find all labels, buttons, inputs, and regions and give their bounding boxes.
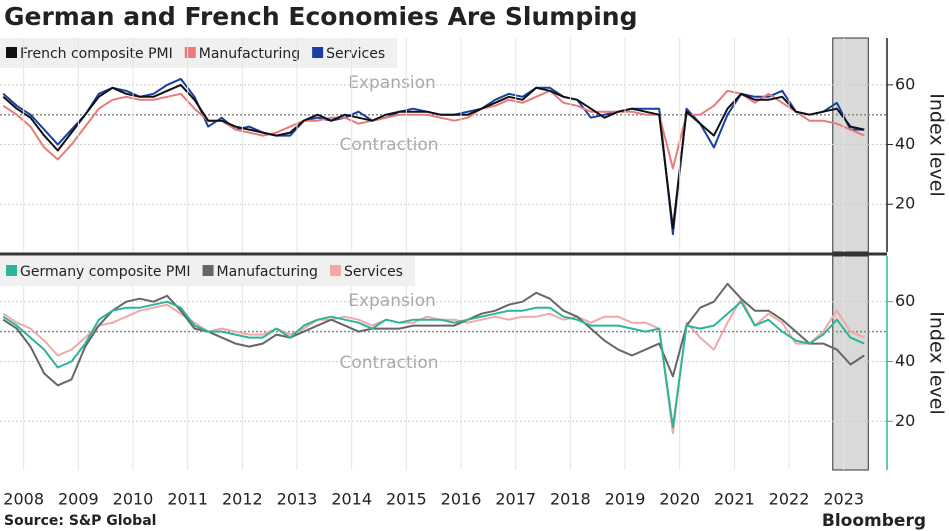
y-axis-label: Index level [926, 311, 948, 415]
legend-background [0, 38, 398, 68]
y-tick-label: 20 [895, 194, 915, 213]
x-tick-label: 2014 [331, 490, 372, 509]
legend-label: Manufacturing [217, 264, 318, 280]
series-line [2, 282, 865, 387]
x-tick-label: 2013 [277, 490, 318, 509]
shaded-region [832, 255, 869, 471]
x-tick-label: 2011 [167, 490, 208, 509]
legend-swatch [184, 47, 196, 58]
source: Source: S&P Global [4, 513, 156, 529]
annotation: Contraction [339, 135, 438, 155]
legend-label: Germany composite PMI [20, 264, 191, 280]
legend-label: Services [344, 264, 403, 280]
legend-swatch [202, 265, 214, 276]
x-tick-label: 2022 [769, 490, 810, 509]
x-tick-label: 2023 [823, 490, 864, 509]
series-line [2, 89, 865, 170]
x-tick-label: 2018 [550, 490, 591, 509]
x-tick-label: 2016 [441, 490, 482, 509]
y-tick-label: 20 [895, 411, 915, 430]
legend-swatch [6, 265, 17, 276]
x-tick-label: 2015 [386, 490, 427, 509]
y-axis-label: Index level [926, 93, 948, 197]
panel: 20 40 60 Expansion Contraction Index level [0, 37, 948, 253]
x-tick-label: 2008 [3, 490, 44, 509]
legend-label: French composite PMI [20, 46, 173, 62]
legend-swatch [329, 265, 341, 276]
x-tick-label: 2019 [605, 490, 646, 509]
x-tick-label: 2009 [58, 490, 99, 509]
chart-title: German and French Economies Are Slumping [4, 2, 638, 31]
shaded-region [832, 37, 869, 253]
series-line [2, 297, 865, 435]
y-tick-label: 40 [895, 351, 915, 370]
x-tick-label: 2012 [222, 490, 263, 509]
y-tick-label: 60 [895, 291, 915, 310]
y-tick-label: 40 [895, 134, 915, 153]
y-tick-label: 60 [895, 74, 915, 93]
annotation: Expansion [348, 73, 436, 93]
legend-swatch [312, 47, 324, 58]
x-tick-label: 2010 [113, 490, 154, 509]
panel: 20 40 60 2008 2009 2010 2011 2012 2013 2014 2015 20… [0, 38, 948, 509]
legend-swatch [6, 47, 17, 58]
annotation: Contraction [339, 353, 438, 373]
x-tick-label: 2017 [495, 490, 536, 509]
legend-label: Manufacturing [199, 46, 300, 62]
legend: Germany composite PMI Manufacturing Servic… [0, 256, 415, 286]
logo: Bloomberg [822, 511, 926, 531]
legend-label: Services [326, 46, 385, 62]
x-tick-label: 2020 [659, 490, 700, 509]
series-line [2, 83, 865, 230]
series-line [2, 300, 865, 429]
series-line [2, 77, 865, 236]
x-tick-label: 2021 [714, 490, 755, 509]
annotation: Expansion [348, 291, 436, 311]
legend: French composite PMI Manufacturing Service… [0, 38, 398, 68]
